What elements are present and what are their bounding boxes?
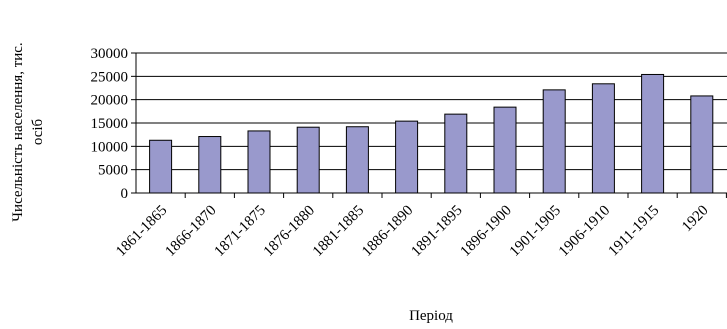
y-tick-label: 5000 [98,163,128,179]
y-axis-title-line-2: осіб [30,118,46,145]
bar [444,113,468,194]
x-tick-label: 1891-1895 [408,203,465,260]
bar [591,83,615,194]
y-tick-label: 30000 [91,46,129,62]
bar [247,130,271,194]
bar [198,136,222,194]
y-tick-label: 25000 [91,69,129,85]
y-tick-label: 0 [121,186,129,202]
bar [690,95,714,194]
x-tick-label: 1906-1910 [556,203,613,260]
x-tick-label: 1871-1875 [212,203,269,260]
bar [395,120,419,194]
bar [345,126,369,194]
x-tick-label: 1866-1870 [162,203,219,260]
gridlines [136,52,727,171]
x-tick-label: 1861-1865 [113,203,170,260]
bars [149,73,714,194]
x-tick-label: 1881-1885 [310,203,367,260]
x-tick-label: 1876-1880 [261,203,318,260]
y-tick-label: 10000 [91,139,129,155]
x-tick-label: 1911-1915 [606,203,663,260]
bar [493,106,517,194]
x-tick-label: 1886-1890 [359,203,416,260]
y-tick-label: 20000 [91,93,129,109]
bar [296,126,320,194]
y-tick-labels: 0 5000 10000 15000 20000 25000 30000 [91,46,136,202]
y-axis-title-line-1: Чисельність населення, тис. [10,42,26,221]
bar [542,89,566,194]
x-tick-labels: 1861-18651866-18701871-18751876-18801881… [113,193,727,260]
y-tick-label: 15000 [91,116,129,132]
x-axis-title: Період [409,308,453,324]
x-tick-label: 1896-1900 [458,203,515,260]
x-tick-label: 1901-1905 [507,203,564,260]
bar [641,73,665,194]
bar [149,139,173,194]
x-tick-label: 1920 [679,203,712,236]
